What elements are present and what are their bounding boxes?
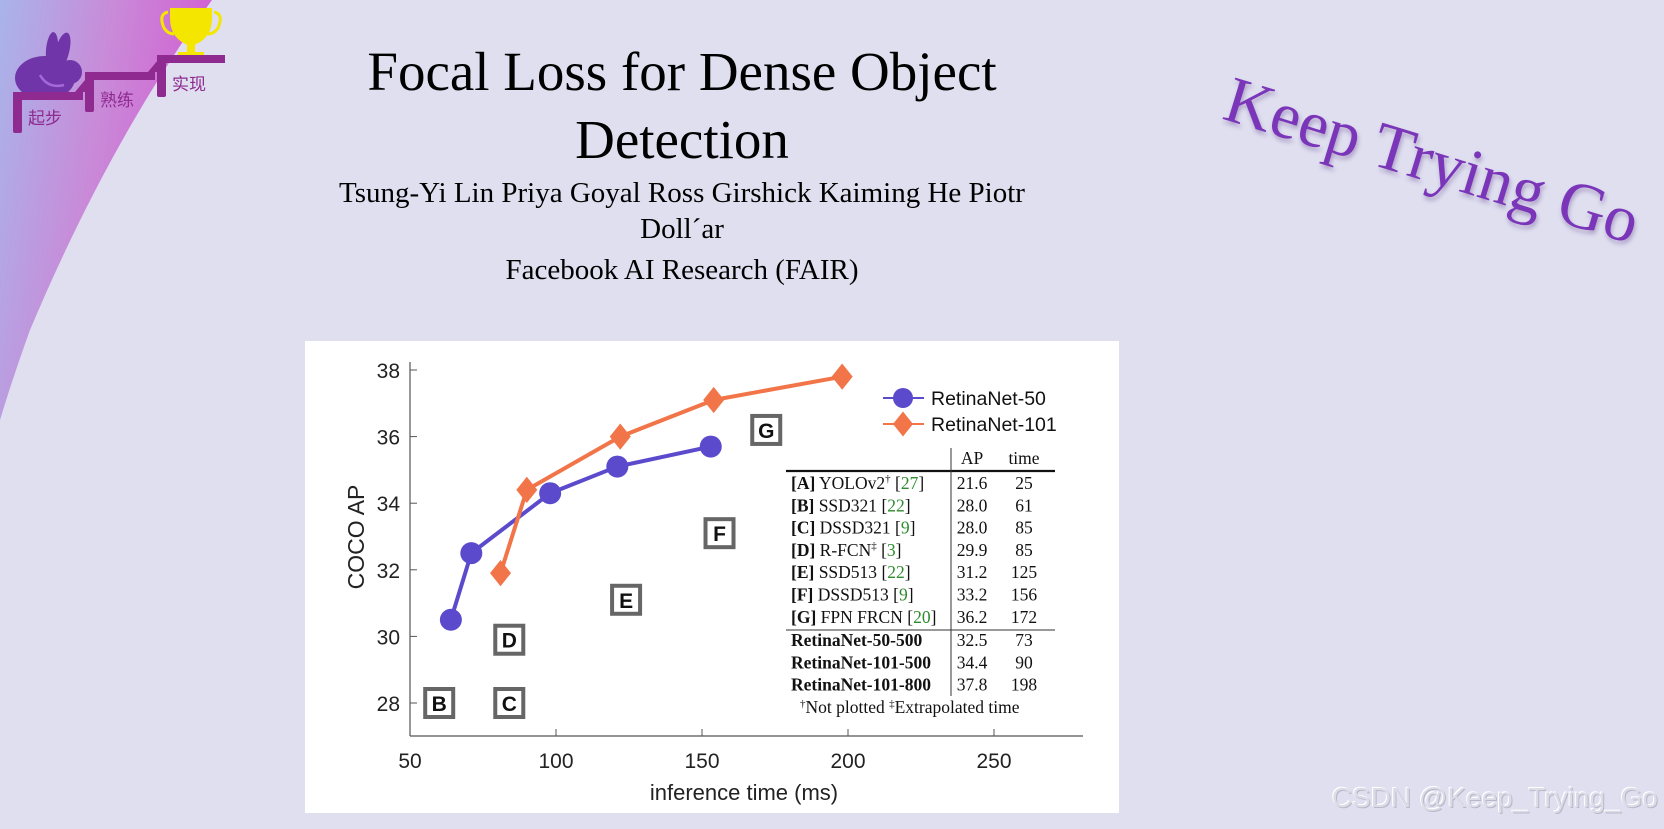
x-tick-label: 200 xyxy=(830,750,865,773)
table-row-retinanet: RetinaNet-101-500 xyxy=(791,652,931,672)
table-row-retinanet: RetinaNet-101-800 xyxy=(791,675,931,695)
svg-text:F: F xyxy=(713,523,726,546)
y-tick-label: 36 xyxy=(377,427,400,450)
svg-text:172: 172 xyxy=(1011,607,1037,627)
step-label-start: 起步 xyxy=(28,109,62,128)
svg-text:33.2: 33.2 xyxy=(957,585,988,605)
table-row-retinanet: RetinaNet-50-500 xyxy=(791,630,922,650)
authors-line-1: Tsung-Yi Lin Priya Goyal Ross Girshick K… xyxy=(339,177,1025,209)
point-box-g: G xyxy=(750,413,783,446)
step-stairs xyxy=(13,55,225,133)
trophy-icon xyxy=(160,8,222,57)
title-line-1: Focal Loss for Dense Object xyxy=(367,41,997,102)
authors: Tsung-Yi Lin Priya Goyal Ross Girshick K… xyxy=(282,175,1082,247)
chart-labeled-points: B C D E F G xyxy=(423,413,783,719)
point-box-b: B xyxy=(423,687,456,719)
x-tick-label: 100 xyxy=(538,750,573,773)
svg-text:D: D xyxy=(502,630,517,653)
x-tick-label: 50 xyxy=(398,750,421,773)
svg-text:28.0: 28.0 xyxy=(957,495,988,515)
x-axis-label: inference time (ms) xyxy=(650,780,838,805)
title-line-2: Detection xyxy=(575,109,789,170)
table-header-time: time xyxy=(1008,448,1039,468)
svg-text:125: 125 xyxy=(1011,562,1038,582)
logo: 起步 熟练 实现 xyxy=(13,8,225,133)
table-header-ap: AP xyxy=(961,448,984,468)
step-label-skilled: 熟练 xyxy=(100,90,134,110)
table-row-a: [A] YOLOv2† [27] xyxy=(791,473,924,493)
slide-title: Focal Loss for Dense Object Detection xyxy=(282,38,1082,174)
svg-text:85: 85 xyxy=(1015,540,1033,560)
chart-axes: 28 30 32 34 36 38 50 100 150 200 250 inference time… xyxy=(343,360,1083,805)
table-row-d: [D] R-FCN‡ [3] xyxy=(791,540,902,560)
svg-text:85: 85 xyxy=(1015,518,1033,538)
table-row-f: [F] DSSD513 [9] xyxy=(791,585,914,605)
y-tick-label: 34 xyxy=(377,493,401,516)
table-row-c: [C] DSSD321 [9] xyxy=(791,518,915,538)
watermark: CSDN @Keep_Trying_Go xyxy=(1331,782,1658,813)
authors-line-2: Doll´ar xyxy=(640,213,724,245)
chart-figure xyxy=(305,341,1119,813)
y-axis-label: COCO AP xyxy=(343,485,369,590)
svg-text:90: 90 xyxy=(1015,652,1033,672)
y-tick-label: 30 xyxy=(377,626,400,649)
svg-text:198: 198 xyxy=(1011,675,1038,695)
x-tick-label: 250 xyxy=(976,750,1011,773)
svg-text:C: C xyxy=(502,693,517,716)
svg-text:37.8: 37.8 xyxy=(957,675,988,695)
step-label-achieve: 实现 xyxy=(172,75,206,94)
point-box-f: F xyxy=(703,517,736,550)
table-footnote: †Not plotted ‡Extrapolated time xyxy=(800,697,1020,717)
chart-series xyxy=(439,363,853,631)
rabbit-icon xyxy=(15,32,82,100)
chart-table: AP time [A] YOLOv2† [27] 21.6 25 [B] SSD321 [… xyxy=(786,448,1055,717)
point-box-e: E xyxy=(610,583,643,616)
y-tick-label: 32 xyxy=(377,560,400,583)
svg-text:36.2: 36.2 xyxy=(957,607,988,627)
svg-text:RetinaNet-50: RetinaNet-50 xyxy=(931,388,1046,410)
svg-text:156: 156 xyxy=(1011,585,1038,605)
svg-text:73: 73 xyxy=(1015,630,1033,650)
svg-text:34.4: 34.4 xyxy=(957,652,988,672)
svg-text:25: 25 xyxy=(1015,473,1033,493)
table-row-g: [G] FPN FRCN [20] xyxy=(791,607,936,627)
point-box-d: D xyxy=(493,623,526,656)
svg-text:B: B xyxy=(432,693,447,716)
svg-text:G: G xyxy=(758,420,774,443)
y-tick-label: 28 xyxy=(377,693,400,716)
svg-text:32.5: 32.5 xyxy=(957,630,988,650)
svg-text:61: 61 xyxy=(1015,495,1033,515)
svg-text:21.6: 21.6 xyxy=(957,473,988,493)
x-tick-label: 150 xyxy=(684,750,719,773)
series-retinanet-50 xyxy=(439,435,722,631)
svg-text:29.9: 29.9 xyxy=(957,540,988,560)
svg-text:E: E xyxy=(619,590,633,613)
table-row-e: [E] SSD513 [22] xyxy=(791,562,911,582)
affiliation: Facebook AI Research (FAIR) xyxy=(505,254,859,286)
legend-item-retinanet-101: RetinaNet-101 xyxy=(883,411,1057,437)
point-box-c: C xyxy=(493,687,526,719)
y-tick-label: 38 xyxy=(377,360,400,383)
table-row-b: [B] SSD321 [22] xyxy=(791,495,911,515)
chart-legend: RetinaNet-50 RetinaNet-101 xyxy=(883,388,1057,437)
series-retinanet-101 xyxy=(490,363,853,587)
legend-item-retinanet-50: RetinaNet-50 xyxy=(883,388,1046,410)
svg-text:28.0: 28.0 xyxy=(957,518,988,538)
svg-text:RetinaNet-101: RetinaNet-101 xyxy=(931,414,1057,436)
svg-text:31.2: 31.2 xyxy=(957,562,988,582)
